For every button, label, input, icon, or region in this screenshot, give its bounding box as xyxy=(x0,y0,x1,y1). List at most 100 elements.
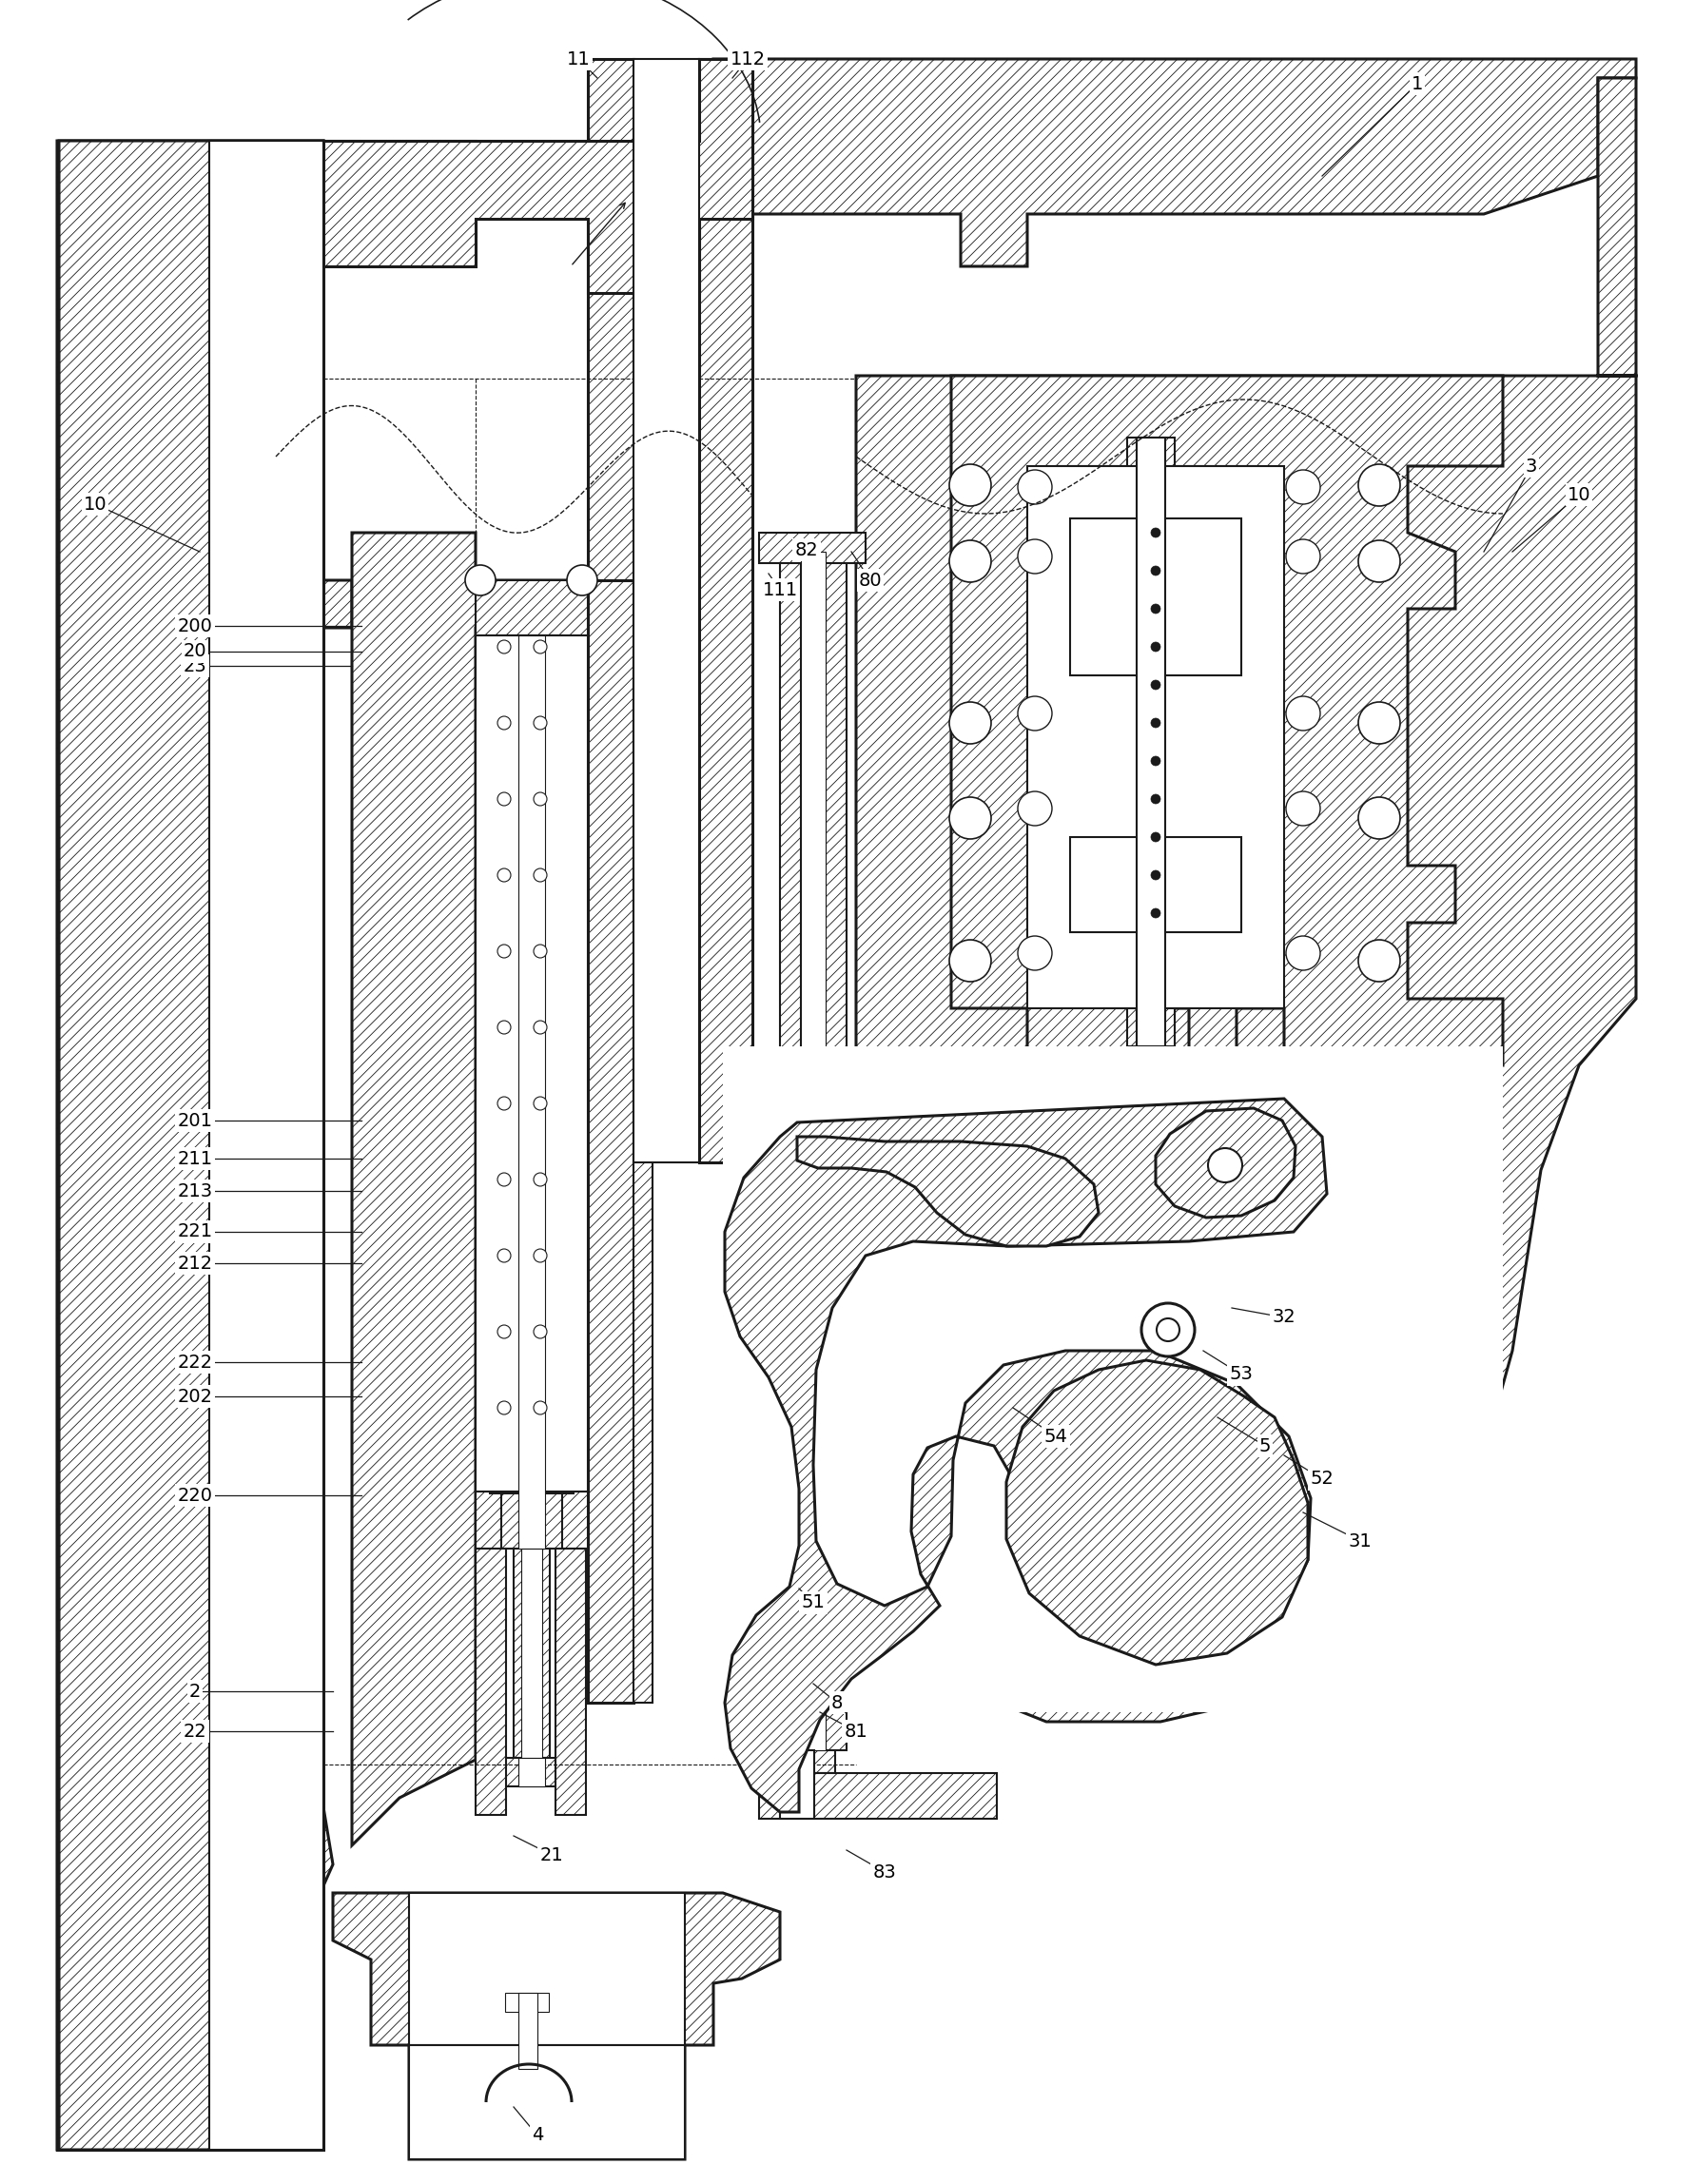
Circle shape xyxy=(1017,937,1053,970)
Circle shape xyxy=(497,1173,510,1186)
Polygon shape xyxy=(58,140,353,2149)
Circle shape xyxy=(1151,642,1161,651)
Bar xyxy=(514,1548,549,1758)
Polygon shape xyxy=(951,376,1503,1066)
Bar xyxy=(476,636,588,1492)
Bar xyxy=(798,1142,807,1749)
Circle shape xyxy=(1141,1304,1195,1356)
Circle shape xyxy=(1287,697,1320,729)
Bar xyxy=(522,1548,542,1758)
Text: 82: 82 xyxy=(795,542,819,559)
Circle shape xyxy=(566,566,597,596)
Circle shape xyxy=(534,943,547,959)
Circle shape xyxy=(534,1326,547,1339)
Text: 10: 10 xyxy=(83,496,107,513)
Circle shape xyxy=(497,640,510,653)
Bar xyxy=(588,59,634,1162)
Text: 21: 21 xyxy=(541,1845,563,1863)
Bar xyxy=(722,1046,1503,1712)
Text: 51: 51 xyxy=(802,1594,825,1612)
Bar xyxy=(490,1321,573,1350)
Bar xyxy=(510,1992,546,2108)
Bar xyxy=(1056,933,1256,985)
Polygon shape xyxy=(725,1099,1327,1813)
Polygon shape xyxy=(324,59,753,293)
Circle shape xyxy=(1358,539,1400,583)
Bar xyxy=(408,2044,685,2160)
Text: 1: 1 xyxy=(1412,74,1424,92)
Circle shape xyxy=(1287,539,1320,574)
Circle shape xyxy=(949,797,992,839)
Text: 5: 5 xyxy=(1259,1437,1271,1455)
Circle shape xyxy=(1151,529,1161,537)
Text: 221: 221 xyxy=(178,1223,212,1241)
Bar xyxy=(634,581,653,1704)
Circle shape xyxy=(497,869,510,882)
Circle shape xyxy=(1287,937,1320,970)
Bar xyxy=(1070,836,1241,933)
Text: 54: 54 xyxy=(1044,1428,1068,1446)
Text: 222: 222 xyxy=(178,1354,212,1372)
Text: 80: 80 xyxy=(859,572,881,590)
Circle shape xyxy=(497,1326,510,1339)
Circle shape xyxy=(497,1249,510,1262)
Circle shape xyxy=(1287,791,1320,826)
Bar xyxy=(780,553,802,1749)
Bar xyxy=(698,59,753,1162)
Text: 111: 111 xyxy=(763,581,798,598)
Bar xyxy=(408,1894,685,2044)
Bar xyxy=(1127,437,1175,1046)
Circle shape xyxy=(534,793,547,806)
Text: 53: 53 xyxy=(1229,1365,1253,1382)
Circle shape xyxy=(949,539,992,583)
Circle shape xyxy=(534,640,547,653)
Bar xyxy=(1027,465,1285,1009)
Circle shape xyxy=(1358,797,1400,839)
Bar xyxy=(490,1035,573,1064)
Text: 83: 83 xyxy=(873,1863,897,1880)
Circle shape xyxy=(1358,701,1400,745)
Text: 200: 200 xyxy=(178,616,212,636)
Polygon shape xyxy=(1156,1107,1295,1216)
Circle shape xyxy=(497,716,510,729)
Bar xyxy=(556,1548,586,1815)
Bar xyxy=(519,1992,537,2068)
Circle shape xyxy=(1017,470,1053,505)
Circle shape xyxy=(949,465,992,507)
Text: 22: 22 xyxy=(183,1723,207,1741)
Polygon shape xyxy=(797,1136,1098,1247)
Bar xyxy=(519,1758,546,1787)
Text: 201: 201 xyxy=(178,1112,212,1129)
Text: 23: 23 xyxy=(183,657,207,675)
Bar xyxy=(759,1749,836,1773)
Bar xyxy=(825,553,846,1749)
Circle shape xyxy=(497,1096,510,1109)
Text: 32: 32 xyxy=(1273,1308,1297,1326)
Circle shape xyxy=(1151,795,1161,804)
Text: 2: 2 xyxy=(190,1682,202,1701)
Bar xyxy=(490,1465,573,1494)
Text: 212: 212 xyxy=(178,1254,212,1273)
Circle shape xyxy=(534,716,547,729)
Circle shape xyxy=(1017,697,1053,729)
Bar xyxy=(476,581,588,636)
Bar xyxy=(503,1758,559,1787)
Bar xyxy=(780,1749,814,1819)
Bar xyxy=(502,636,563,1548)
Circle shape xyxy=(1151,832,1161,841)
Circle shape xyxy=(1156,1319,1180,1341)
Circle shape xyxy=(1209,1149,1242,1182)
Circle shape xyxy=(497,1020,510,1033)
Polygon shape xyxy=(1007,1361,1309,1664)
Circle shape xyxy=(949,939,992,981)
Text: 211: 211 xyxy=(178,1149,212,1168)
Circle shape xyxy=(534,1173,547,1186)
Text: 31: 31 xyxy=(1349,1531,1371,1551)
Text: 81: 81 xyxy=(844,1723,868,1741)
Circle shape xyxy=(1151,605,1161,614)
Circle shape xyxy=(534,1402,547,1415)
Bar xyxy=(634,59,698,1162)
Text: 11: 11 xyxy=(566,50,590,68)
Text: 220: 220 xyxy=(178,1487,212,1505)
Text: 3: 3 xyxy=(1525,456,1537,476)
